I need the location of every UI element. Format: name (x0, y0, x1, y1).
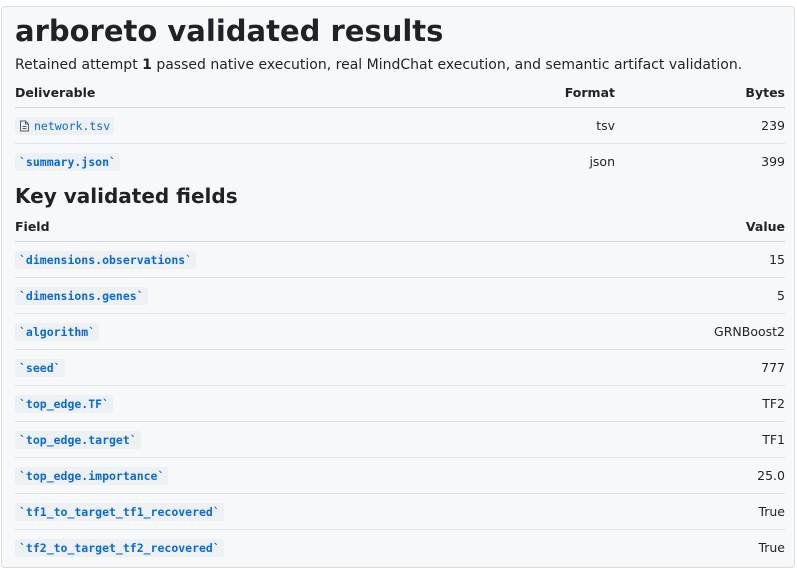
code: `tf1_to_target_tf1_recovered` (15, 503, 224, 521)
cell: network.tsv (15, 116, 495, 135)
table-row: `tf2_to_target_tf2_recovered` True (15, 530, 785, 565)
code-text: `seed` (19, 361, 61, 375)
cell: `top_edge.target` (15, 431, 615, 449)
cell-text: 239 (761, 118, 785, 133)
code: `tf2_to_target_tf2_recovered` (15, 539, 224, 557)
cell: `top_edge.importance` (15, 467, 615, 485)
table-row: `dimensions.genes` 5 (15, 278, 785, 314)
table-row: `dimensions.observations` 15 (15, 242, 785, 278)
code-text: `algorithm` (19, 325, 96, 339)
cell-text: json (589, 154, 615, 169)
table-row: `summary.json` json 399 (15, 144, 785, 179)
table-row: network.tsv tsv 239 (15, 108, 785, 144)
table-row: `seed` 777 (15, 350, 785, 386)
cell: `dimensions.observations` (15, 251, 615, 269)
code-text: `tf1_to_target_tf1_recovered` (19, 505, 220, 519)
code: `dimensions.observations` (15, 251, 197, 269)
cell: TF1 (615, 432, 785, 447)
cell: True (615, 540, 785, 555)
table-row: `top_edge.importance` 25.0 (15, 458, 785, 494)
code: `top_edge.importance` (15, 467, 169, 485)
cell-text: TF1 (762, 432, 785, 447)
cell-text: TF2 (762, 396, 785, 411)
code-text: `dimensions.observations` (19, 253, 193, 267)
code: `summary.json` (15, 153, 120, 171)
cell: 15 (615, 252, 785, 267)
code-text: `top_edge.target` (19, 433, 137, 447)
cell: True (615, 504, 785, 519)
cell-text: 5 (777, 288, 785, 303)
cell-text: 399 (761, 154, 785, 169)
code: `dimensions.genes` (15, 287, 148, 305)
table-row: `tf1_to_target_tf1_recovered` True (15, 494, 785, 530)
attempt-number: 1 (142, 57, 152, 73)
page: arboreto validated results Retained atte… (1, 6, 795, 568)
cell: TF2 (615, 396, 785, 411)
title: arboreto validated results (15, 14, 444, 48)
cell: `algorithm` (15, 323, 615, 341)
code-text: `top_edge.TF` (19, 397, 110, 411)
cell: `top_edge.TF` (15, 395, 615, 413)
file-link[interactable]: network.tsv (15, 116, 115, 135)
deliverables-table: Deliverable Format Bytes network.tsv tsv 239 `… (15, 77, 785, 179)
cell: `seed` (15, 359, 615, 377)
cell: 239 (615, 118, 785, 133)
table-row: `top_edge.TF` TF2 (15, 386, 785, 422)
column-header: Deliverable (15, 84, 96, 100)
code: `top_edge.TF` (15, 395, 114, 413)
table-row: `top_edge.target` TF1 (15, 422, 785, 458)
summary-text: passed native execution, real MindChat e… (151, 57, 743, 73)
summary: Retained attempt 1 passed native executi… (15, 55, 742, 75)
cell: tsv (495, 118, 615, 133)
header-row: Deliverable Format Bytes (15, 77, 785, 108)
cell-text: GRNBoost2 (714, 324, 785, 339)
column-header: Field (15, 218, 50, 234)
cell: 25.0 (615, 468, 785, 483)
cell-text: 777 (761, 360, 785, 375)
column-header: Format (564, 84, 615, 100)
code-text: `tf2_to_target_tf2_recovered` (19, 541, 220, 555)
cell: GRNBoost2 (615, 324, 785, 339)
code-text: `summary.json` (19, 155, 116, 169)
table-row: `algorithm` GRNBoost2 (15, 314, 785, 350)
cell: 399 (615, 154, 785, 169)
column-header: Bytes (745, 84, 785, 100)
code-text: `top_edge.importance` (19, 469, 165, 483)
cell: `tf2_to_target_tf2_recovered` (15, 539, 615, 557)
code: `algorithm` (15, 323, 100, 341)
cell-text: True (758, 504, 785, 519)
section-title: Key validated fields (15, 184, 238, 208)
column-header: Value (745, 218, 785, 234)
summary-text: Retained attempt (15, 57, 143, 73)
cell-text: tsv (596, 118, 615, 133)
cell: `tf1_to_target_tf1_recovered` (15, 503, 615, 521)
cell-text: True (758, 540, 785, 555)
cell: json (495, 154, 615, 169)
cell: 777 (615, 360, 785, 375)
code-text: network.tsv (34, 118, 111, 133)
header-row: Field Value (15, 211, 785, 242)
code: `seed` (15, 359, 65, 377)
fields-table: Field Value `dimensions.observations` 15 `di… (15, 211, 785, 565)
code-text: `dimensions.genes` (19, 289, 144, 303)
cell: 5 (615, 288, 785, 303)
file-icon (20, 120, 29, 131)
cell-text: 15 (769, 252, 785, 267)
code: `top_edge.target` (15, 431, 141, 449)
cell: `summary.json` (15, 153, 495, 171)
cell: `dimensions.genes` (15, 287, 615, 305)
cell-text: 25.0 (757, 468, 785, 483)
